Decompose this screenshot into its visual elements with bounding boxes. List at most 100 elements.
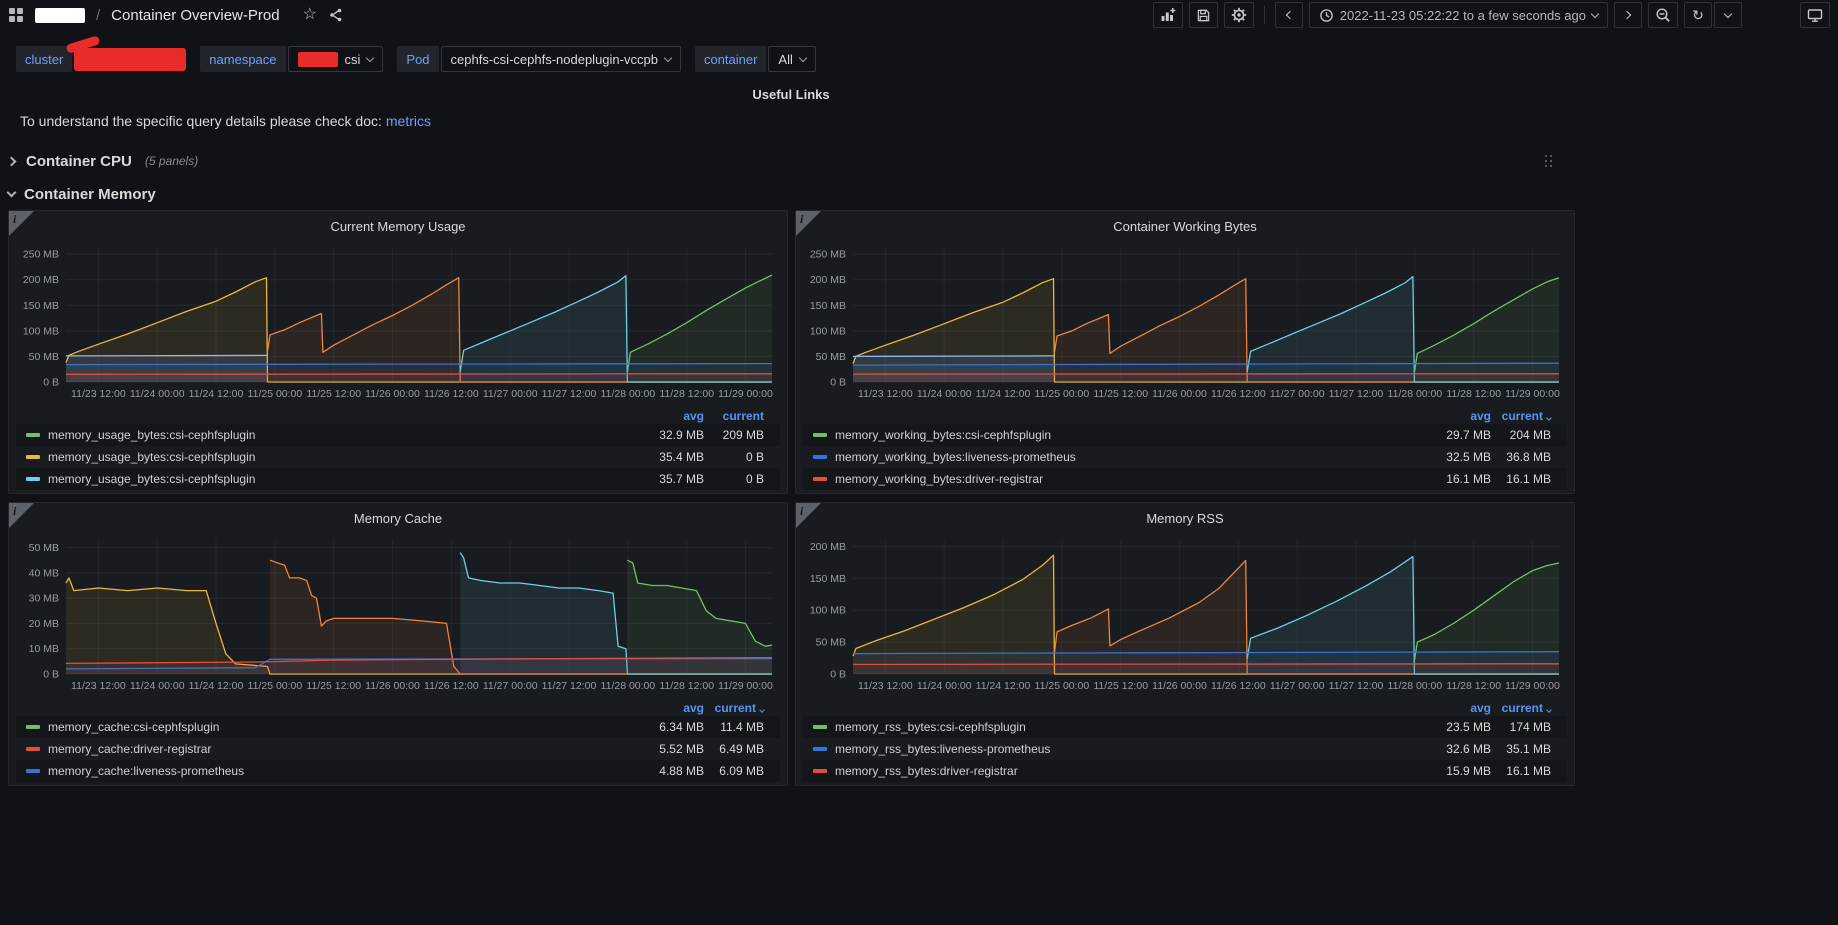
refresh-button[interactable]: ↻ <box>1684 2 1712 28</box>
series-color-swatch <box>813 747 827 751</box>
legend-sort-current[interactable]: current <box>1491 701 1552 715</box>
variable-value-pod[interactable]: cephfs-csi-cephfs-nodeplugin-vccpb <box>440 46 681 72</box>
svg-text:11/27 00:00: 11/27 00:00 <box>1270 388 1325 400</box>
series-name[interactable]: memory_rss_bytes:csi-cephfsplugin <box>835 720 1026 734</box>
series-name[interactable]: memory_rss_bytes:liveness-prometheus <box>835 742 1051 756</box>
time-range-picker[interactable]: 2022-11-23 05:22:22 to a few seconds ago <box>1308 2 1608 28</box>
panel-title[interactable]: Container Working Bytes <box>1113 219 1257 234</box>
namespace-value-text: csi <box>344 51 361 67</box>
refresh-interval-dropdown[interactable] <box>1714 2 1742 28</box>
variable-label-pod: Pod <box>397 46 439 72</box>
svg-text:11/29 00:00: 11/29 00:00 <box>718 680 773 692</box>
time-shift-forward-button[interactable] <box>1614 2 1642 28</box>
legend-series-row[interactable]: memory_working_bytes:csi-cephfsplugin 29.… <box>803 424 1567 446</box>
panel-info-corner[interactable]: i <box>796 503 821 528</box>
metrics-doc-link[interactable]: metrics <box>385 113 432 129</box>
series-name[interactable]: memory_cache:liveness-prometheus <box>48 764 245 778</box>
series-color-swatch <box>26 455 40 459</box>
legend-series-row[interactable]: memory_cache:driver-registrar 5.52 MB 6.49… <box>16 738 780 760</box>
legend-series-row[interactable]: memory_working_bytes:driver-registrar 16.… <box>803 468 1567 490</box>
row-title[interactable]: Container Memory <box>24 185 156 203</box>
drag-handle-icon[interactable] <box>1545 155 1554 168</box>
variable-value-namespace[interactable]: csi <box>287 46 384 72</box>
panel-info-corner[interactable]: i <box>796 211 821 236</box>
legend-series-row[interactable]: memory_cache:liveness-prometheus 4.88 MB 6… <box>16 760 780 782</box>
variable-label-cluster: cluster <box>16 46 73 72</box>
series-name[interactable]: memory_usage_bytes:csi-cephfsplugin <box>48 450 256 464</box>
series-color-swatch <box>26 725 40 729</box>
panel-title[interactable]: Memory Cache <box>353 511 443 526</box>
series-name[interactable]: memory_cache:csi-cephfsplugin <box>48 720 220 734</box>
legend-series-row[interactable]: memory_usage_bytes:csi-cephfsplugin 32.9 … <box>16 424 780 446</box>
panel-container-working-bytes: i Container Working Bytes 11/23 12:00 11/… <box>795 210 1575 494</box>
series-current-value: 16.1 MB <box>1506 472 1551 486</box>
variable-value-cluster-redacted[interactable] <box>74 47 187 71</box>
svg-text:11/23 12:00: 11/23 12:00 <box>858 388 913 400</box>
series-name[interactable]: memory_working_bytes:liveness-prometheus <box>835 450 1076 464</box>
legend-series-row[interactable]: memory_cache:csi-cephfsplugin 6.34 MB 11.4… <box>16 716 780 738</box>
row-container-memory[interactable]: Container Memory <box>6 181 1566 207</box>
dashboard-settings-button[interactable] <box>1223 2 1254 28</box>
series-avg-value: 6.34 MB <box>659 720 704 734</box>
variable-value-container[interactable]: All <box>768 46 816 72</box>
save-dashboard-button[interactable] <box>1188 2 1218 28</box>
time-series-chart[interactable]: 11/23 12:00 11/24 00:00 11/24 12:00 11/25 0… <box>16 530 780 698</box>
legend-sort-avg[interactable]: avg <box>1470 701 1491 715</box>
chevron-down-icon <box>798 53 808 62</box>
legend-series-row[interactable]: memory_working_bytes:liveness-prometheus… <box>803 446 1567 468</box>
legend-sort-avg[interactable]: avg <box>1470 409 1491 423</box>
series-avg-value: 35.7 MB <box>659 472 704 486</box>
panel-title[interactable]: Memory RSS <box>1146 511 1224 526</box>
series-name[interactable]: memory_cache:driver-registrar <box>48 742 212 756</box>
series-color-swatch <box>26 477 40 481</box>
cycle-view-mode-button[interactable] <box>1800 2 1830 28</box>
series-current-value: 0 B <box>745 472 764 486</box>
star-icon[interactable]: ☆ <box>302 6 317 23</box>
zoom-out-time-button[interactable] <box>1648 2 1678 28</box>
legend-sort-current[interactable]: current <box>722 409 764 423</box>
panel-info-corner[interactable]: i <box>9 211 34 236</box>
legend-series-row[interactable]: memory_usage_bytes:csi-cephfsplugin 35.4 … <box>16 446 780 468</box>
row-title[interactable]: Container CPU <box>26 152 132 170</box>
legend-series-row[interactable]: memory_rss_bytes:liveness-prometheus 32.6… <box>803 738 1567 760</box>
dashboard-title[interactable]: Container Overview-Prod <box>111 6 280 24</box>
breadcrumb-separator: / <box>96 6 101 24</box>
series-avg-value: 32.6 MB <box>1446 742 1491 756</box>
legend-sort-current[interactable]: current <box>1491 409 1552 423</box>
series-name[interactable]: memory_rss_bytes:driver-registrar <box>835 764 1018 778</box>
series-name[interactable]: memory_working_bytes:csi-cephfsplugin <box>835 428 1052 442</box>
panel-title[interactable]: Useful Links <box>752 87 830 102</box>
useful-links-panel: Useful Links To understand the specific … <box>8 84 1574 142</box>
container-value-text: All <box>778 51 793 67</box>
legend-series-row[interactable]: memory_rss_bytes:driver-registrar 15.9 MB… <box>803 760 1567 782</box>
svg-text:11/26 00:00: 11/26 00:00 <box>1152 680 1207 692</box>
series-current-value: 6.09 MB <box>719 764 764 778</box>
row-container-cpu[interactable]: Container CPU (5 panels) <box>6 148 1566 174</box>
svg-text:11/28 12:00: 11/28 12:00 <box>659 680 714 692</box>
time-shift-back-button[interactable] <box>1274 2 1303 28</box>
series-name[interactable]: memory_usage_bytes:csi-cephfsplugin <box>48 428 256 442</box>
series-name[interactable]: memory_usage_bytes:csi-cephfsplugin <box>48 472 256 486</box>
add-panel-button[interactable] <box>1152 2 1183 28</box>
legend-sort-avg[interactable]: avg <box>683 701 704 715</box>
svg-text:50 MB: 50 MB <box>816 637 846 649</box>
legend-series-row[interactable]: memory_usage_bytes:csi-cephfsplugin 35.7 … <box>16 468 780 490</box>
legend-sort-current[interactable]: current <box>704 701 765 715</box>
svg-text:150 MB: 150 MB <box>810 573 846 585</box>
svg-text:11/29 00:00: 11/29 00:00 <box>718 388 773 400</box>
time-series-chart[interactable]: 11/23 12:00 11/24 00:00 11/24 12:00 11/25 0… <box>803 238 1567 406</box>
series-name[interactable]: memory_working_bytes:driver-registrar <box>835 472 1044 486</box>
svg-text:11/27 00:00: 11/27 00:00 <box>483 388 538 400</box>
series-avg-value: 32.5 MB <box>1446 450 1491 464</box>
share-icon[interactable] <box>328 7 344 23</box>
panel-info-corner[interactable]: i <box>9 503 34 528</box>
panel-title[interactable]: Current Memory Usage <box>330 219 466 234</box>
svg-text:11/24 00:00: 11/24 00:00 <box>917 388 972 400</box>
dashboards-grid-icon[interactable] <box>8 7 24 23</box>
time-series-chart[interactable]: 11/23 12:00 11/24 00:00 11/24 12:00 11/25 0… <box>803 530 1567 698</box>
svg-text:11/28 00:00: 11/28 00:00 <box>1388 680 1443 692</box>
legend-sort-avg[interactable]: avg <box>683 409 704 423</box>
sort-caret-icon <box>1546 707 1552 713</box>
time-series-chart[interactable]: 11/23 12:00 11/24 00:00 11/24 12:00 11/25 0… <box>16 238 780 406</box>
legend-series-row[interactable]: memory_rss_bytes:csi-cephfsplugin 23.5 MB… <box>803 716 1567 738</box>
